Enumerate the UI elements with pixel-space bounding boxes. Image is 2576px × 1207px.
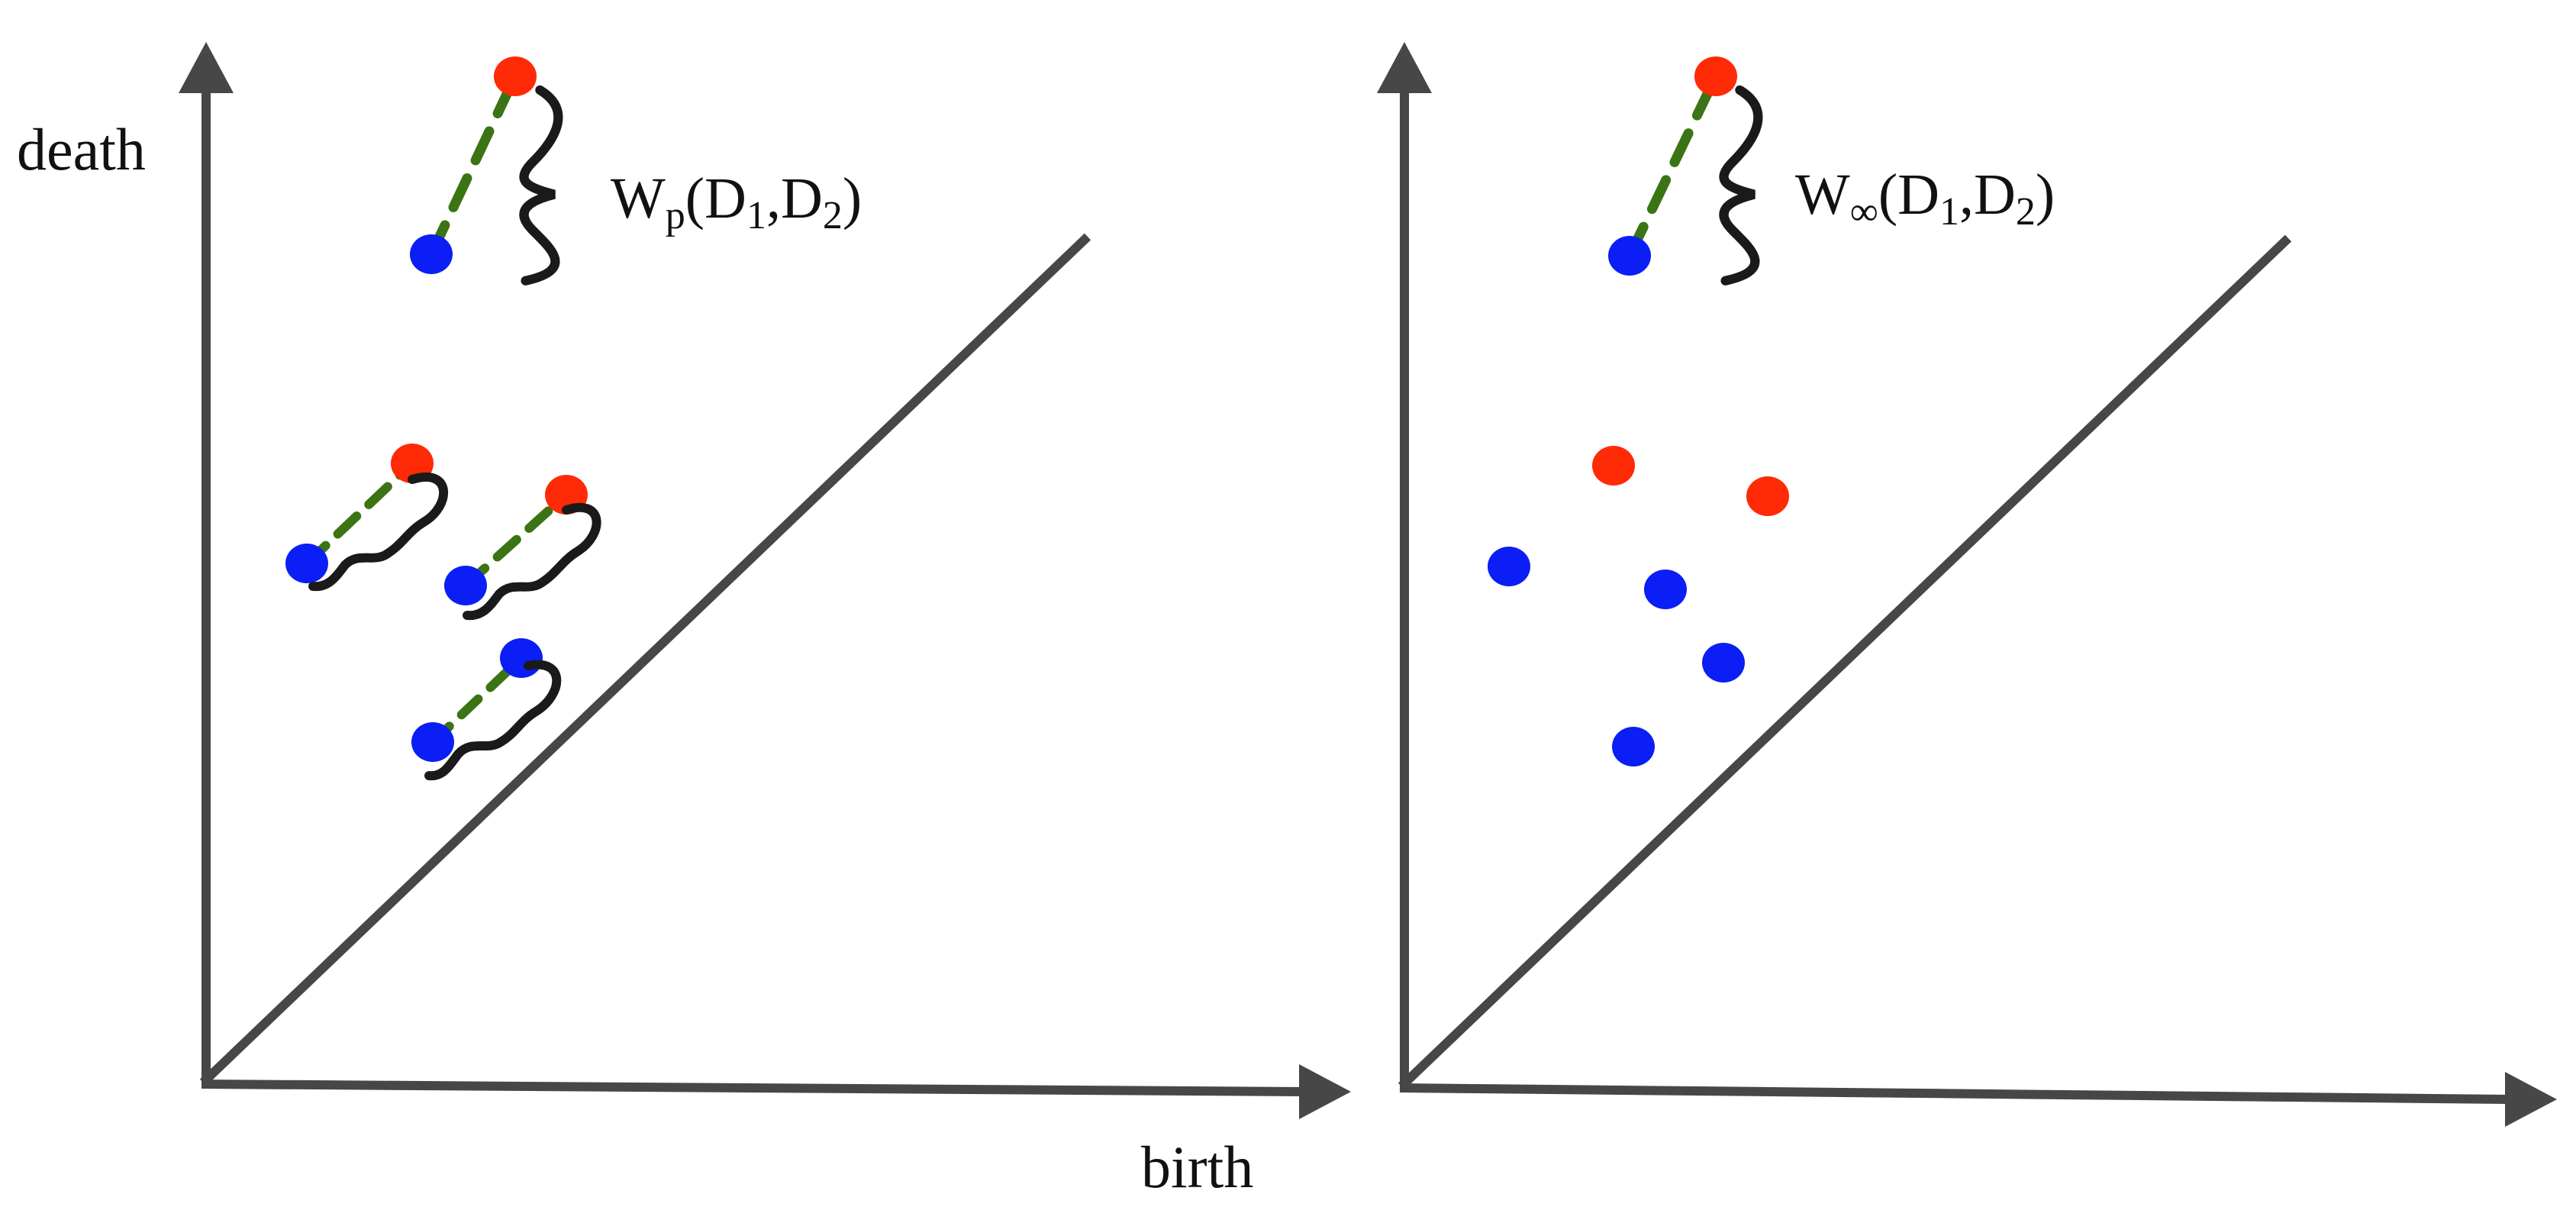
x-axis: [1399, 1083, 2510, 1104]
point-diagram-2: [1746, 476, 1789, 516]
point-diagram-2: [1592, 446, 1635, 486]
brace-icon: [424, 660, 562, 781]
point-diagram-1: [500, 638, 543, 678]
matching-line: [1624, 71, 1721, 261]
point-diagram-1: [285, 544, 328, 583]
brace-icon: [308, 472, 449, 592]
point-diagram-2: [494, 56, 537, 96]
arrow-head-icon: [1299, 1064, 1351, 1119]
diagonal-line: [199, 233, 1091, 1086]
point-diagram-1: [410, 234, 453, 274]
point-diagram-2: [1694, 56, 1737, 96]
brace-icon: [1723, 90, 1758, 281]
point-diagram-1: [1488, 547, 1530, 586]
brace-icon: [524, 90, 558, 281]
arrow-head-icon: [179, 42, 234, 93]
point-diagram-1: [1612, 727, 1655, 766]
brace-icon: [463, 502, 601, 621]
arrow-head-icon: [2505, 1072, 2557, 1127]
left-panel: death birth Wp(D1,D2): [17, 42, 1351, 1200]
wasserstein-p-label: Wp(D1,D2): [611, 166, 862, 237]
diagonal-line: [1398, 234, 2292, 1090]
wasserstein-infinity-label: W∞(D1,D2): [1795, 163, 2055, 234]
point-diagram-1: [1702, 643, 1745, 683]
matching-line: [426, 71, 521, 260]
point-diagram-1: [1644, 570, 1687, 609]
arrow-head-icon: [1377, 42, 1432, 93]
point-diagram-1: [444, 566, 487, 605]
x-axis: [201, 1080, 1306, 1096]
matching-line: [461, 490, 571, 590]
point-diagram-1: [1608, 236, 1651, 276]
x-axis-label: birth: [1141, 1134, 1253, 1200]
point-diagram-1: [411, 722, 454, 762]
right-panel: W∞(D1,D2): [1377, 42, 2557, 1127]
y-axis-label: death: [17, 116, 146, 182]
matching-line: [302, 459, 417, 568]
